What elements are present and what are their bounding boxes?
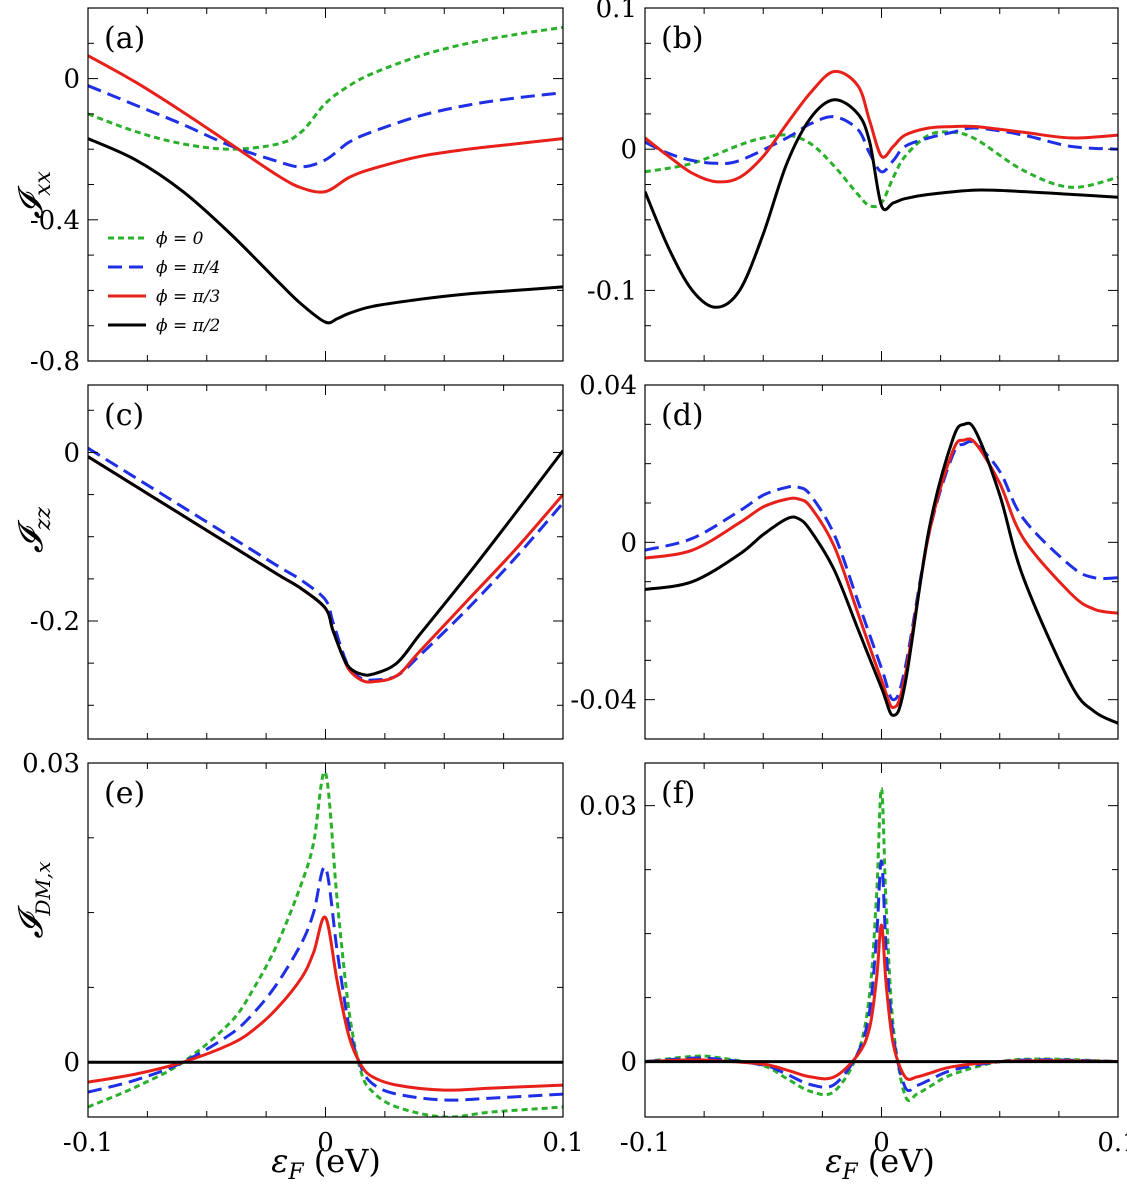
series-line-1 (88, 455, 563, 684)
y-tick-label: 0.04 (579, 371, 637, 401)
x-tick-label: 0.1 (1097, 1128, 1127, 1158)
series-line-1 (645, 115, 1118, 174)
y-tick-label: 0 (620, 1048, 637, 1078)
series-line-2 (88, 449, 563, 677)
series-line-2 (645, 923, 1118, 1081)
legend-label: ϕ = π/2 (156, 316, 220, 336)
x-tick-label: -0.1 (63, 1128, 113, 1158)
panel-c: 0 -0.2 (c) (30, 384, 564, 740)
panel-e: 0.03 0 -0.1 0 0.1 (e) (22, 749, 584, 1158)
y-tick-label: 0.03 (579, 792, 637, 822)
xlabel-left: εF (eV) (271, 1142, 381, 1185)
series-line-1 (88, 865, 563, 1102)
series-line-2 (645, 421, 1118, 725)
y-tick-label: 0 (620, 528, 637, 558)
plot-frame (644, 762, 1119, 1118)
panel-label: (c) (104, 398, 144, 433)
y-tick-label: 0 (620, 135, 637, 165)
panel-a: 0 -0.4 -0.8 (a) (30, 7, 564, 377)
legend-label: ϕ = 0 (156, 229, 204, 249)
y-tick-label: -0.1 (587, 276, 637, 306)
plot-frame (87, 762, 564, 1118)
panel-f: 0.03 0 -0.1 0 0.1 (f) (579, 762, 1127, 1158)
ylabel-e: 𝓘DM,x (11, 861, 55, 938)
y-tick-label: 0.1 (596, 0, 637, 24)
y-tick-label: 0 (63, 65, 80, 95)
plot-frame (87, 384, 564, 740)
ylabel-a: 𝓘xx (11, 171, 56, 219)
series-line-0 (88, 25, 563, 151)
series-line-0 (88, 446, 563, 682)
series-line-2 (645, 69, 1118, 184)
series-line-1 (88, 84, 563, 169)
series-line-3 (88, 137, 563, 325)
series-line-3 (645, 98, 1118, 309)
legend-label: ϕ = π/3 (156, 287, 220, 307)
series-line-0 (645, 439, 1118, 702)
plot-frame (87, 7, 564, 362)
panel-label: (a) (104, 21, 145, 56)
series-line-0 (88, 770, 563, 1117)
series-line-1 (645, 437, 1118, 709)
y-tick-label: -0.4 (30, 206, 80, 236)
y-tick-label: -0.04 (570, 686, 637, 716)
panel-label: (d) (661, 398, 704, 433)
x-tick-label: 0 (317, 1128, 334, 1158)
panel-d: 0.04 0 -0.04 (d) (570, 371, 1119, 740)
y-tick-label: -0.8 (30, 347, 80, 377)
series-line-0 (645, 787, 1118, 1102)
panel-label: (e) (104, 776, 145, 811)
panel-label: (b) (661, 21, 704, 56)
legend: ϕ = 0 ϕ = π/4 ϕ = π/3 ϕ = π/2 (108, 229, 220, 336)
panel-b: 0.1 0 -0.1 (b) (587, 0, 1119, 362)
y-tick-label: -0.2 (30, 607, 80, 637)
panel-label: (f) (661, 776, 696, 811)
series-line-0 (645, 130, 1118, 209)
ylabel-c: 𝓘zz (11, 507, 56, 554)
x-tick-label: -0.1 (620, 1128, 670, 1158)
y-tick-label: 0 (63, 1048, 80, 1078)
series-line-2 (88, 54, 563, 194)
y-tick-label: 0.03 (22, 749, 80, 779)
y-tick-label: 0 (63, 438, 80, 468)
x-tick-label: 0.1 (542, 1128, 583, 1158)
x-tick-label: 0 (873, 1128, 890, 1158)
legend-label: ϕ = π/4 (156, 258, 220, 278)
xlabel-right: εF (eV) (825, 1142, 935, 1185)
series-line-2 (88, 915, 563, 1092)
